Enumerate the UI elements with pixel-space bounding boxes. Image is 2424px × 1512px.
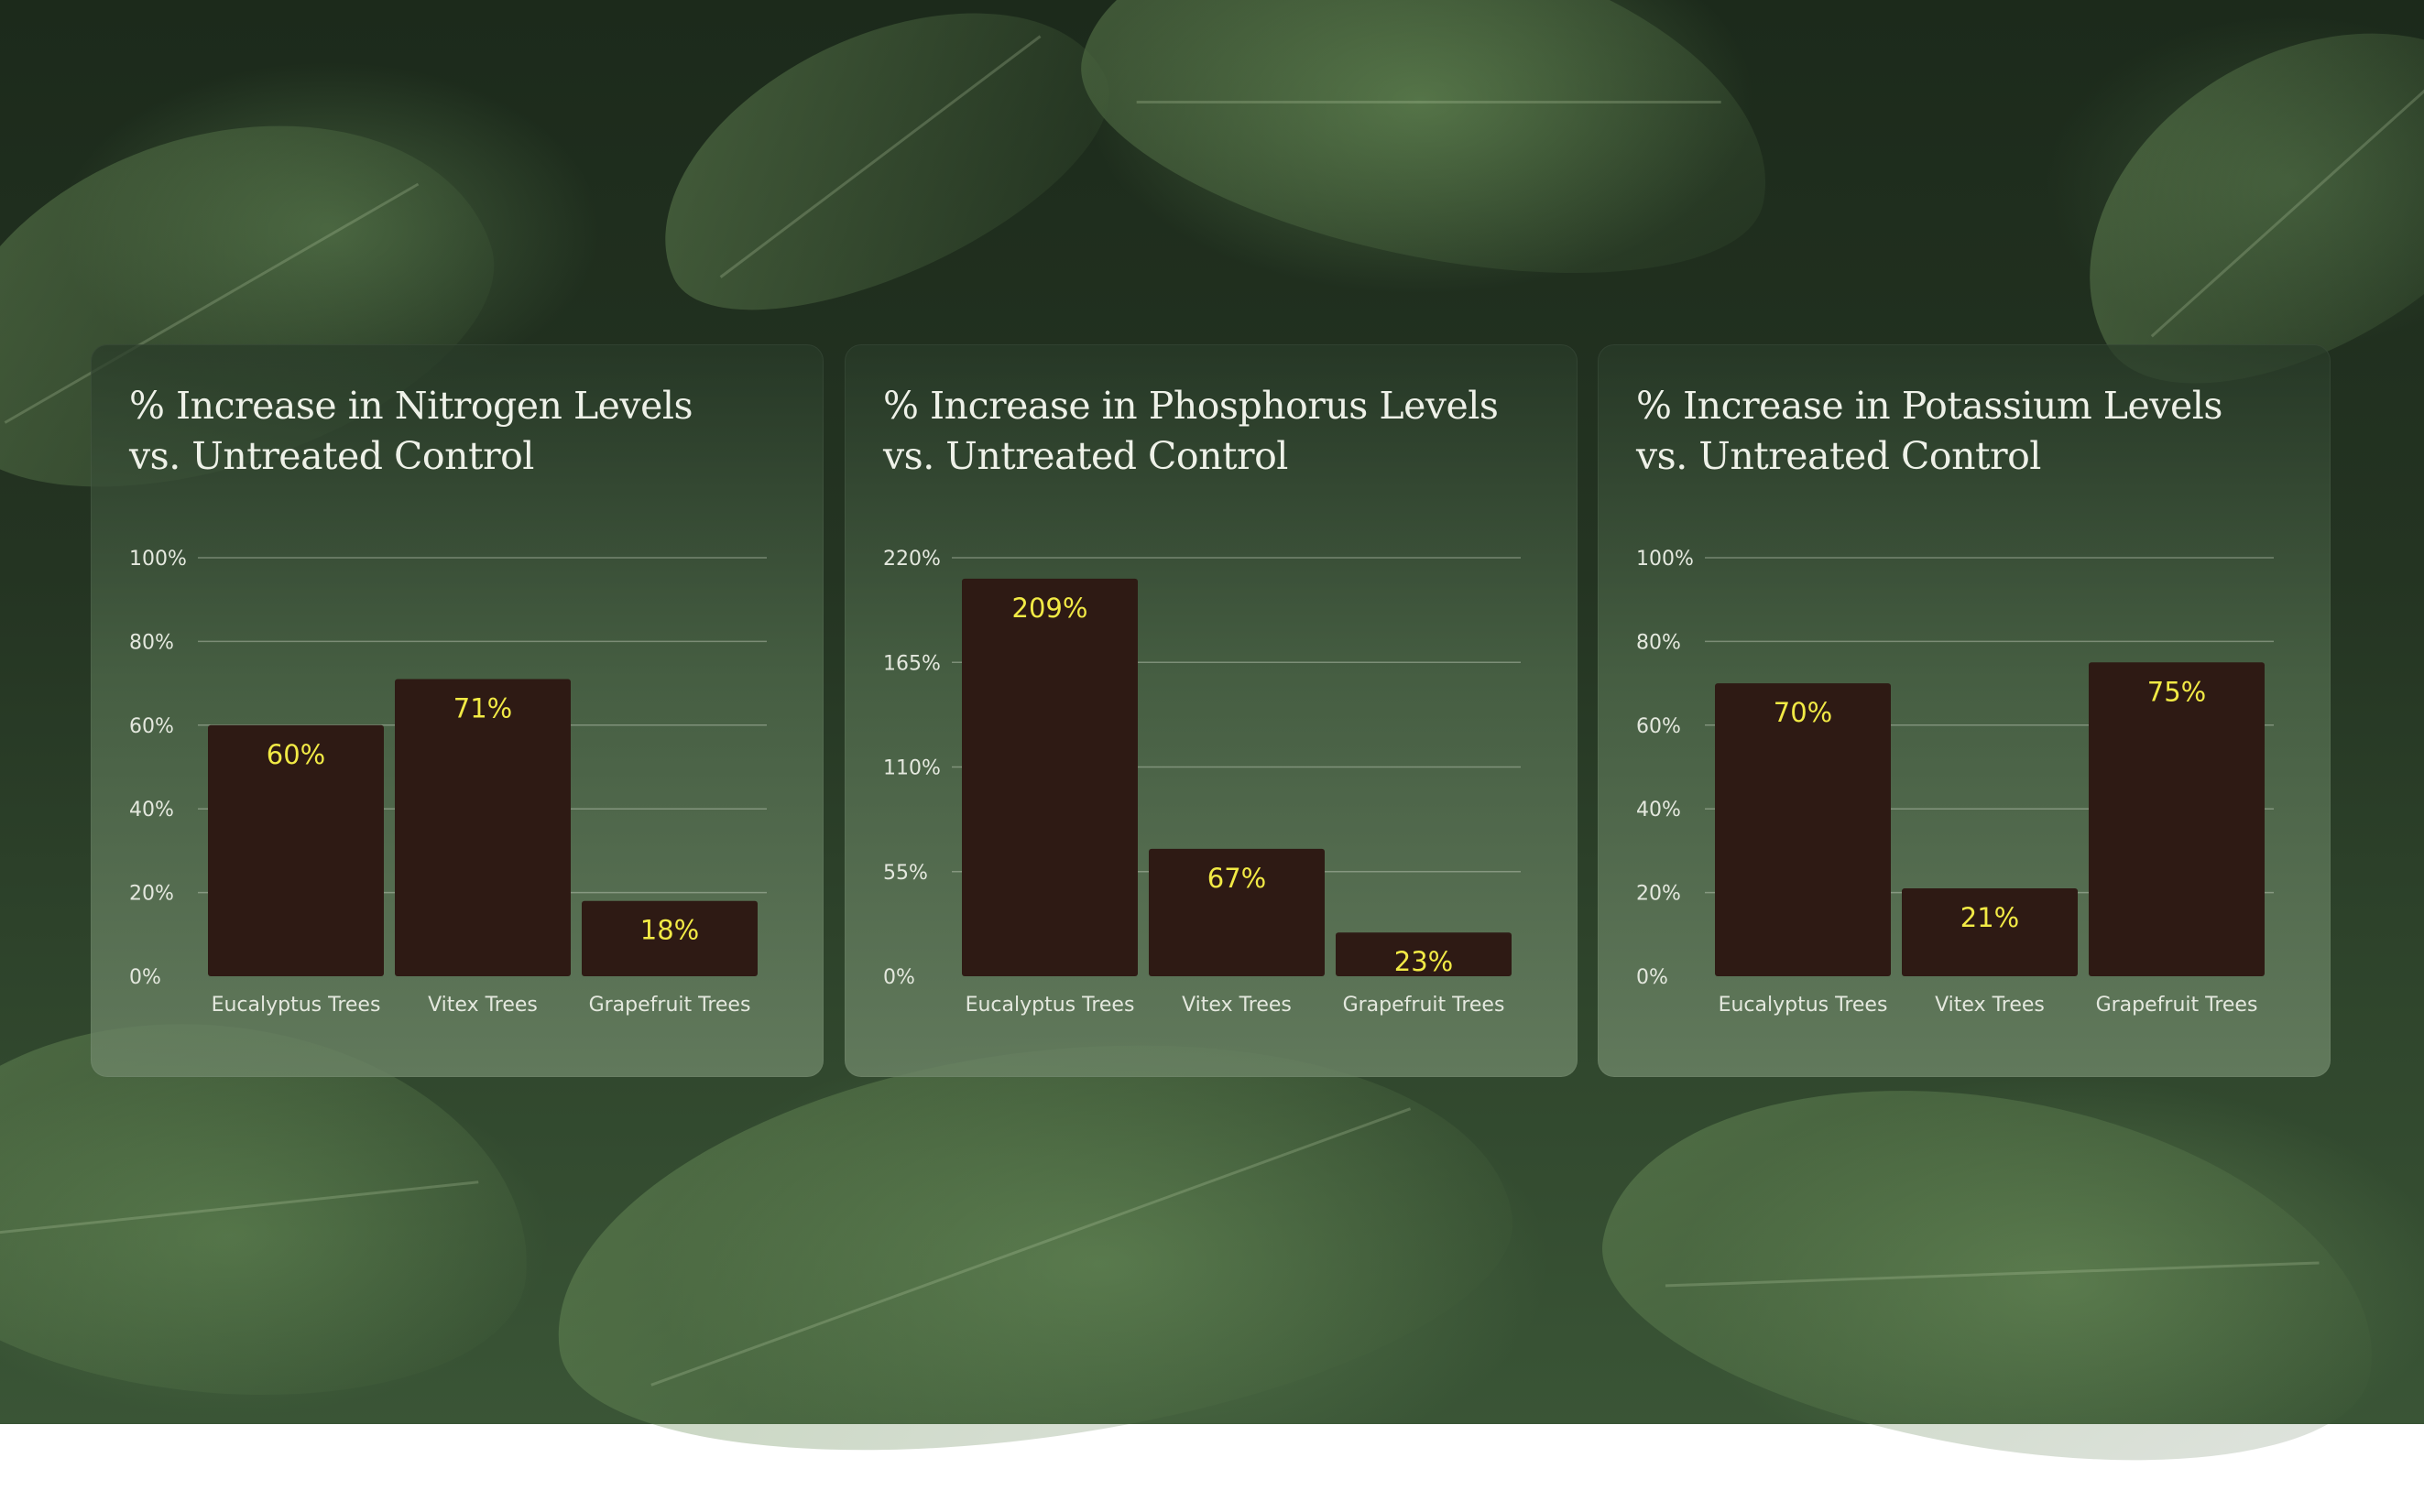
bar (1902, 888, 2078, 976)
bar-value-label: 23% (1394, 946, 1453, 977)
bar (208, 724, 384, 976)
x-category-label: Eucalyptus Trees (966, 994, 1135, 1017)
y-tick-label: 60% (1636, 715, 1681, 738)
chart-title-line: vs. Untreated Control (129, 434, 534, 478)
chart-title: % Increase in Nitrogen Levels vs. Untrea… (129, 381, 789, 482)
x-category-label: Grapefruit Trees (2096, 994, 2258, 1017)
phosphorus-chart-card: % Increase in Phosphorus Levels vs. Untr… (845, 344, 1578, 1077)
x-category-label: Vitex Trees (1935, 994, 2045, 1017)
bar (1149, 848, 1325, 976)
bar-value-label: 209% (1012, 593, 1088, 624)
potassium-bar-chart: 0% 20% 40% 60% 80% 100% 70% Eucalyptus Trees 21%… (1636, 548, 2274, 1017)
chart-title-line: % Increase in Nitrogen Levels (129, 384, 693, 428)
y-tick-label: 20% (129, 883, 174, 906)
bar-value-label: 18% (640, 915, 699, 946)
bar (1336, 932, 1512, 976)
bar (395, 679, 571, 976)
y-tick-label: 0% (1636, 966, 1668, 989)
chart-title-line: vs. Untreated Control (1636, 434, 2041, 478)
phosphorus-bar-chart: 0% 55% 110% 165% 220% 209% Eucalyptus Trees 67%… (883, 548, 1521, 1017)
chart-title: % Increase in Potassium Levels vs. Untre… (1636, 381, 2296, 482)
chart-title-line: vs. Untreated Control (883, 434, 1288, 478)
bar (2089, 662, 2265, 976)
y-tick-label: 110% (883, 757, 941, 780)
bar-value-label: 67% (1207, 863, 1266, 894)
bar-value-label: 70% (1774, 697, 1832, 728)
y-tick-label: 100% (1636, 548, 1694, 571)
chart-title-line: % Increase in Potassium Levels (1636, 384, 2222, 428)
y-tick-label: 165% (883, 652, 941, 675)
bar (962, 578, 1138, 976)
x-category-label: Vitex Trees (428, 994, 538, 1017)
x-category-label: Vitex Trees (1182, 994, 1292, 1017)
y-tick-label: 0% (883, 966, 915, 989)
leaf-shape (1578, 1034, 2407, 1512)
y-tick-label: 40% (129, 799, 174, 821)
x-category-label: Eucalyptus Trees (1719, 994, 1888, 1017)
chart-title: % Increase in Phosphorus Levels vs. Untr… (883, 381, 1543, 482)
y-tick-label: 60% (129, 715, 174, 738)
y-tick-label: 40% (1636, 799, 1681, 821)
bar (582, 900, 758, 976)
bar-value-label: 71% (453, 693, 512, 724)
nitrogen-bar-chart: 0% 20% 40% 60% 80% 100% 60% Eucalyptus Trees 71%… (129, 548, 767, 1017)
potassium-chart-card: % Increase in Potassium Levels vs. Untre… (1598, 344, 2331, 1077)
y-tick-label: 20% (1636, 883, 1681, 906)
chart-title-line: % Increase in Phosphorus Levels (883, 384, 1499, 428)
bar-value-label: 21% (1960, 902, 2019, 933)
y-tick-label: 80% (129, 631, 174, 654)
leaf-shape (613, 0, 1146, 364)
y-tick-label: 0% (129, 966, 161, 989)
bar (1715, 683, 1891, 976)
bar-value-label: 60% (267, 739, 325, 770)
x-category-label: Grapefruit Trees (1343, 994, 1505, 1017)
y-tick-label: 55% (883, 862, 928, 885)
x-category-label: Grapefruit Trees (589, 994, 751, 1017)
leaf-shape (1055, 0, 1803, 326)
y-tick-label: 80% (1636, 631, 1681, 654)
y-tick-label: 100% (129, 548, 187, 571)
bar-value-label: 75% (2147, 676, 2206, 707)
x-category-label: Eucalyptus Trees (212, 994, 381, 1017)
y-tick-label: 220% (883, 548, 941, 571)
nitrogen-chart-card: % Increase in Nitrogen Levels vs. Untrea… (91, 344, 824, 1077)
